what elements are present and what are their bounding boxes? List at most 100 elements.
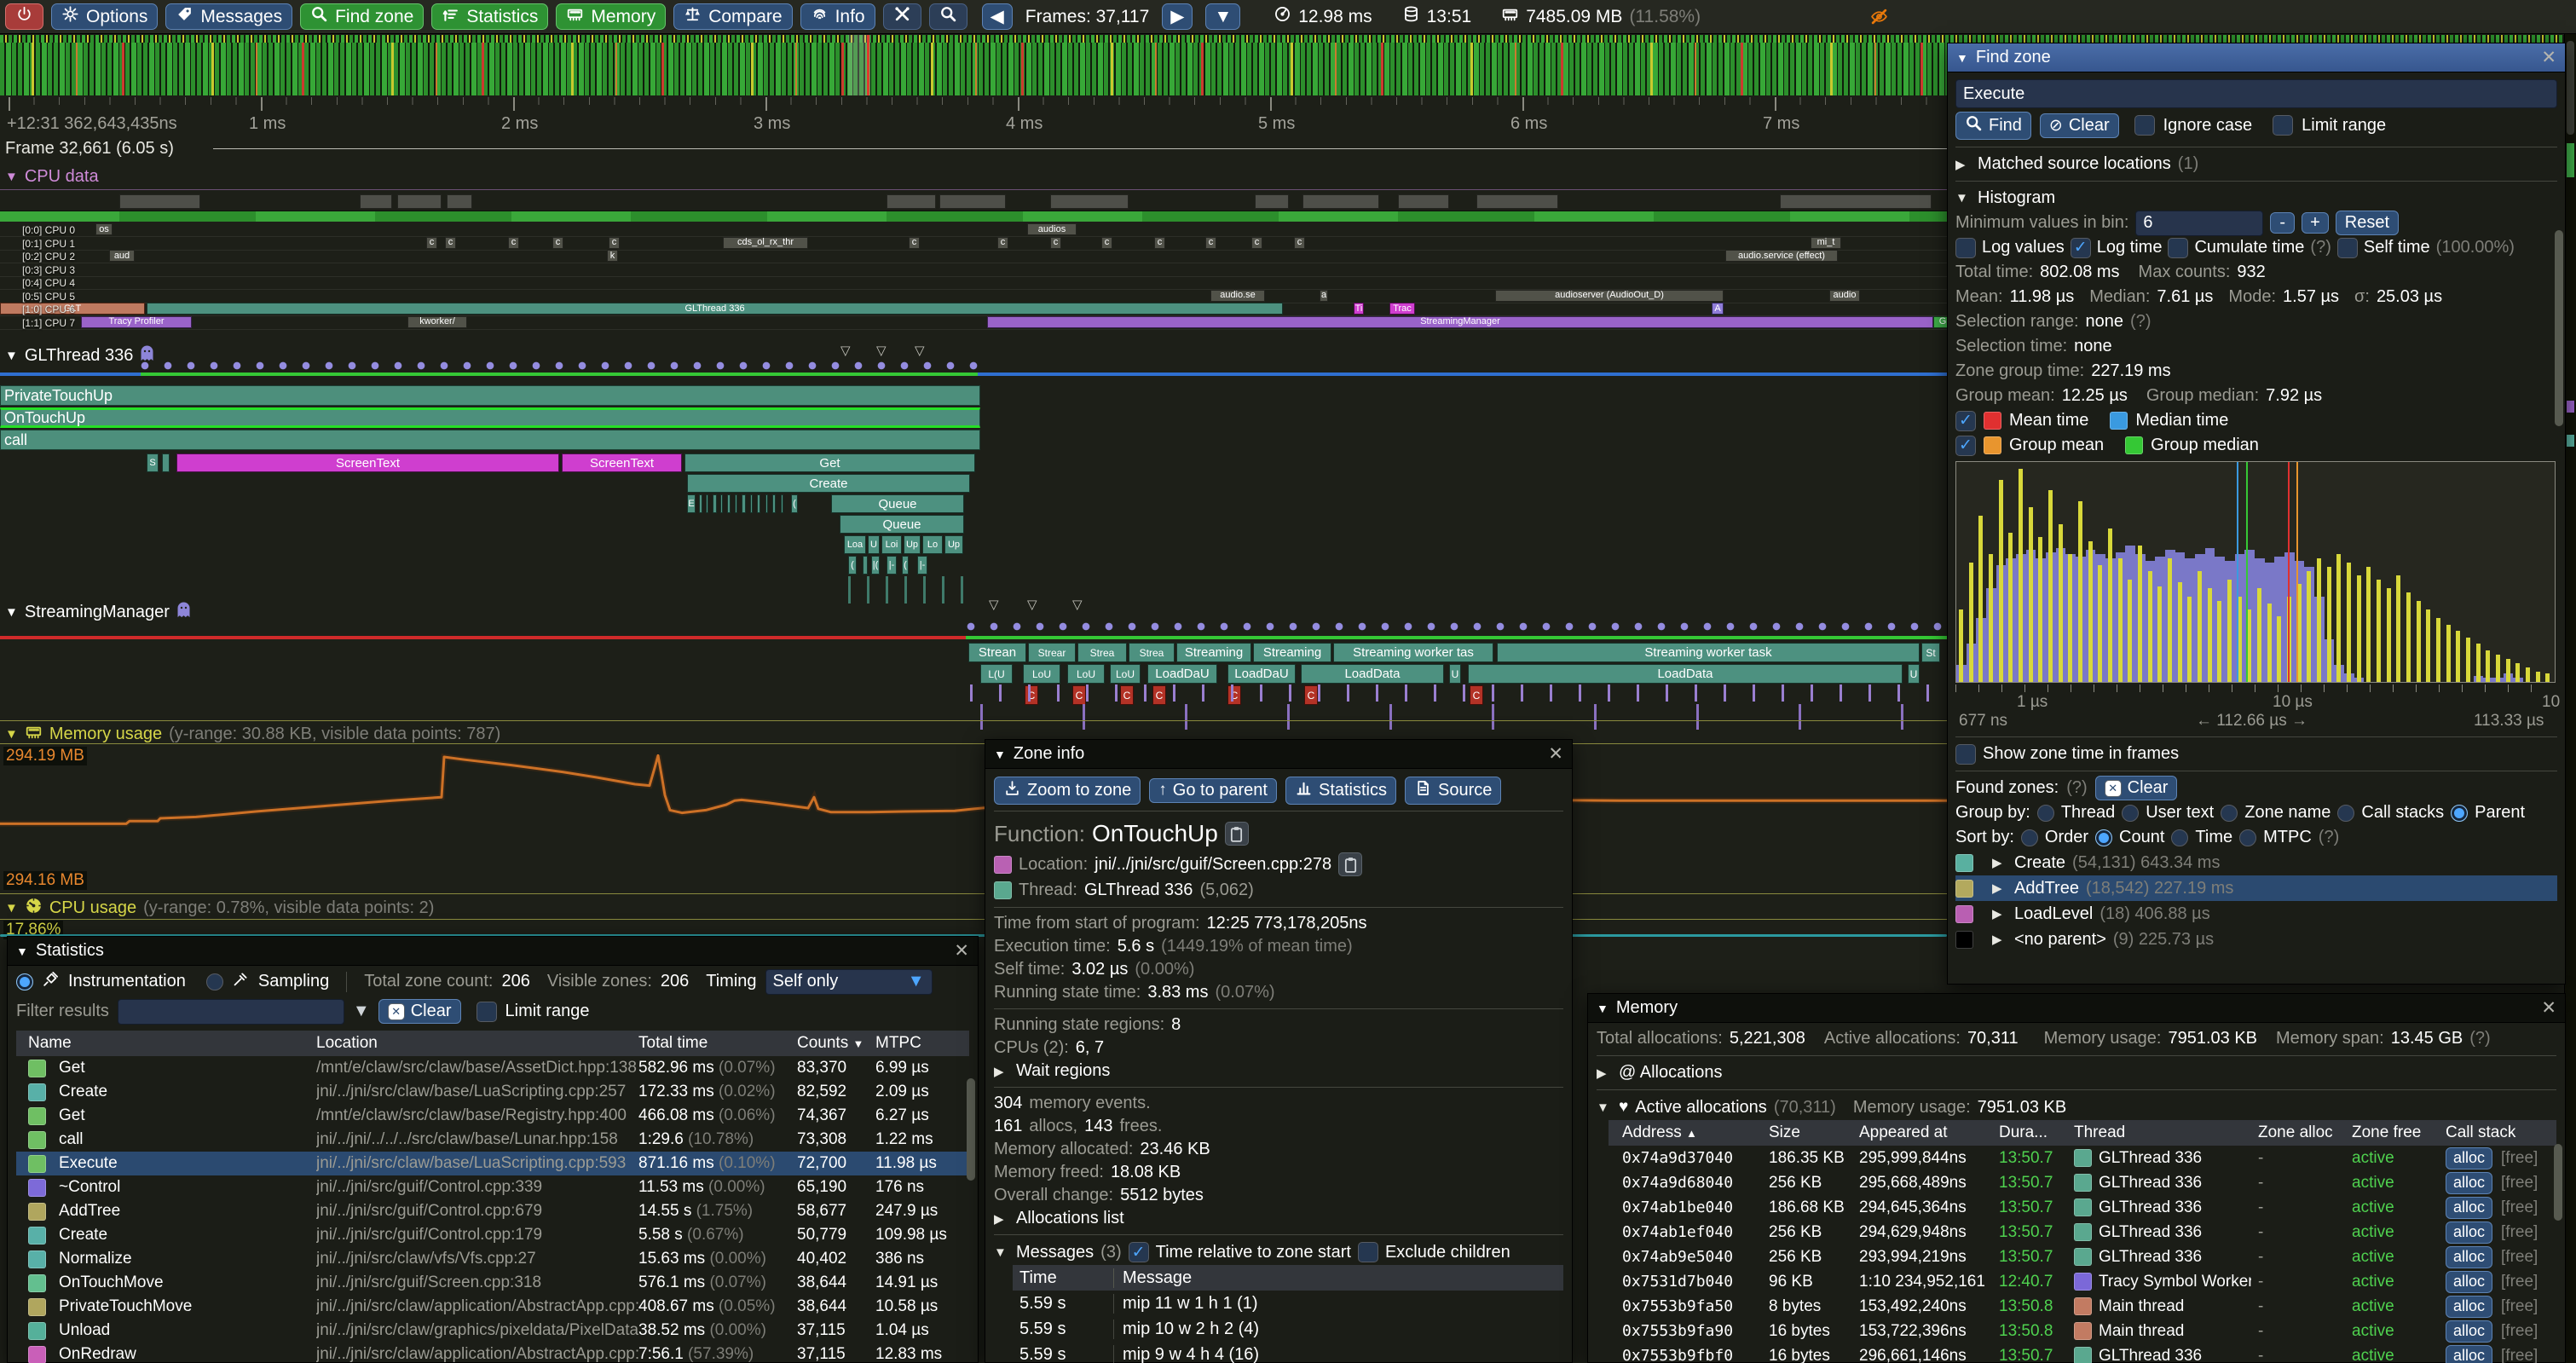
allocations-list-toggle[interactable]: ▶ Allocations list <box>994 1209 1124 1227</box>
sampling-radio[interactable] <box>205 973 223 990</box>
stats-row[interactable]: Execute jni/../jni/src/claw/base/LuaScrip… <box>16 1152 969 1175</box>
zone-bar[interactable]: os <box>95 223 113 235</box>
streamingmanager-header[interactable]: ▼ StreamingManager <box>5 601 191 623</box>
zone-bar[interactable]: kworker/ <box>407 315 467 328</box>
zone-bar[interactable] <box>742 494 746 513</box>
memory-col-zone-free[interactable]: Zone free <box>2352 1123 2422 1141</box>
message-row[interactable]: 5.59 s mip 9 w 4 h 4 (16) <box>1013 1342 1563 1363</box>
zone-bar[interactable]: Tracy Profiler <box>81 315 192 328</box>
zone-bar[interactable]: GLT <box>0 303 145 315</box>
zone-bar[interactable]: A <box>1712 303 1724 315</box>
zoom-search-button[interactable] <box>928 3 967 30</box>
allocations-toggle[interactable]: ▶ @ Allocations <box>1597 1063 1723 1082</box>
zone-bar[interactable]: c <box>426 236 437 249</box>
memory-scrollbar-thumb[interactable] <box>2554 1144 2562 1221</box>
zone-bar[interactable]: |- <box>887 556 897 575</box>
zone-bar[interactable]: StreamingManager <box>987 315 1933 328</box>
find-zone-button[interactable]: Find zone <box>300 3 425 30</box>
alloc-button[interactable]: alloc <box>2446 1245 2493 1268</box>
exclude-children-checkbox[interactable] <box>1357 1242 1378 1262</box>
stats-row[interactable]: Unload jni/../jni/src/claw/graphics/pixel… <box>16 1319 969 1343</box>
tools-button[interactable] <box>882 3 921 30</box>
zone-bar[interactable]: cds_ol_rx_thr <box>723 236 808 249</box>
log-time-checkbox[interactable]: ✓ <box>2070 237 2091 258</box>
zone-bar[interactable]: ScreenText <box>562 453 682 472</box>
min-bin-input[interactable]: 6 <box>2135 210 2264 236</box>
next-frame-button[interactable]: ▶ <box>1162 3 1193 30</box>
memory-col-zone-alloc[interactable]: Zone alloc <box>2258 1123 2333 1141</box>
alloc-button[interactable]: alloc <box>2446 1270 2493 1293</box>
zone-bar[interactable]: U <box>868 535 880 554</box>
zone-bar[interactable]: Lo <box>922 535 943 554</box>
compare-button[interactable]: Compare <box>673 3 793 30</box>
find-zone-scrollbar-thumb[interactable] <box>2555 230 2563 426</box>
zone-bar[interactable] <box>699 494 702 513</box>
memory-col-appeared-at[interactable]: Appeared at <box>1859 1123 1948 1141</box>
zone-bar[interactable] <box>735 494 737 513</box>
zone-bar[interactable]: audio.se <box>1210 289 1265 302</box>
zone-bar[interactable]: audio.service (effect) <box>1725 250 1838 262</box>
zone-bar[interactable]: GLThread 336 <box>147 303 1283 315</box>
memory-row[interactable]: 0x7531d7b040 96 KB 1:10 234,952,161 12:40.7… <box>1609 1269 2556 1294</box>
log-values-checkbox[interactable] <box>1955 237 1976 258</box>
found-zone-row[interactable]: ▶ Create (54,131) 643.34 ms <box>1955 850 2557 875</box>
zone-bar[interactable]: LoadData <box>1301 664 1444 684</box>
zone-source-button[interactable]: Source <box>1405 776 1502 805</box>
statistics-button[interactable]: Statistics <box>431 3 549 30</box>
bin-minus-button[interactable]: - <box>2270 212 2296 234</box>
zone-bar[interactable]: ( <box>848 556 857 575</box>
memory-col-call-stack[interactable]: Call stack <box>2446 1123 2516 1141</box>
frame-label[interactable]: Frame 32,661 (6.05 s) <box>5 139 174 158</box>
alloc-button[interactable]: alloc <box>2446 1295 2493 1318</box>
zone-bar[interactable]: Streaming worker tas <box>1333 643 1493 662</box>
zone-bar[interactable]: Trac <box>1389 303 1415 315</box>
found-zone-row[interactable]: ▶ <no parent> (9) 225.73 µs <box>1955 927 2557 952</box>
stats-row[interactable]: AddTree jni/../jni/src/guif/Control.cpp:6… <box>16 1199 969 1223</box>
alloc-button[interactable]: alloc <box>2446 1146 2493 1170</box>
go-to-parent-button[interactable]: ↑ Go to parent <box>1149 777 1277 803</box>
stats-row[interactable]: Create jni/../jni/src/claw/base/LuaScript… <box>16 1080 969 1104</box>
zone-bar[interactable]: c <box>609 236 620 249</box>
copy-to-clipboard-icon[interactable] <box>1224 822 1249 846</box>
group-by-parent-radio[interactable] <box>2451 804 2469 822</box>
messages-button[interactable]: Messages <box>165 3 293 30</box>
memory-usage-header[interactable]: ▼ Memory usage (y-range: 30.88 KB, visib… <box>5 723 500 746</box>
zone-bar[interactable] <box>772 494 776 513</box>
zone-bar[interactable]: LoadDaU <box>1147 664 1217 684</box>
zone-bar[interactable]: Streaming worker task <box>1497 643 1920 662</box>
clear-filter-button[interactable]: ✕ Clear <box>378 999 461 1024</box>
alloc-button[interactable]: alloc <box>2446 1221 2493 1244</box>
mean-median-checkbox[interactable]: ✓ <box>1955 410 1976 431</box>
zone-bar[interactable]: Strean <box>968 643 1026 662</box>
memory-row[interactable]: 0x74ab1ef040 256 KB 294,629,948ns 13:50.7 GL… <box>1609 1220 2556 1245</box>
memory-row[interactable]: 0x74ab9e5040 256 KB 293,994,219ns 13:50.7 GL… <box>1609 1245 2556 1269</box>
eye-off-icon[interactable] <box>1870 8 1888 26</box>
zone-bar[interactable]: aud <box>109 250 135 262</box>
glthread-header[interactable]: ▼ GLThread 336 <box>5 344 154 367</box>
alloc-button[interactable]: alloc <box>2446 1171 2493 1194</box>
zone-bar[interactable]: Ti <box>1354 303 1364 315</box>
zone-bar[interactable]: Loi <box>881 535 902 554</box>
zone-bar[interactable]: |- <box>917 556 927 575</box>
limit-range-checkbox[interactable] <box>476 1001 497 1022</box>
zone-bar[interactable]: audioserver (AudioOut_D) <box>1495 289 1724 302</box>
sort-by-count-radio[interactable] <box>2095 829 2113 846</box>
zone-bar[interactable]: S <box>147 453 159 472</box>
stats-row[interactable]: PrivateTouchMove jni/../jni/src/claw/appl… <box>16 1295 969 1319</box>
stats-col-total-time[interactable]: Total time <box>638 1034 708 1052</box>
zone-bar[interactable]: audio <box>1829 289 1860 302</box>
cumulate-time-checkbox[interactable] <box>2168 237 2189 258</box>
zone-bar[interactable]: U <box>1449 664 1461 684</box>
gl-zone-ontouchup[interactable]: OnTouchUp <box>0 407 980 428</box>
stats-col-counts[interactable]: Counts ▼ <box>797 1034 864 1052</box>
copy-to-clipboard-icon[interactable] <box>1338 852 1363 876</box>
zoom-to-zone-button[interactable]: Zoom to zone <box>994 776 1141 805</box>
zone-bar[interactable]: |( <box>871 556 880 575</box>
statistics-scrollbar-thumb[interactable] <box>967 1078 975 1181</box>
sm-message-dots[interactable] <box>967 622 1945 632</box>
ignore-case-checkbox[interactable] <box>2134 115 2155 136</box>
zone-bar[interactable]: E <box>687 494 696 513</box>
filter-input[interactable] <box>117 998 344 1025</box>
zone-bar[interactable]: LoadDaU <box>1227 664 1296 684</box>
zone-bar[interactable]: Strea <box>1077 643 1127 662</box>
